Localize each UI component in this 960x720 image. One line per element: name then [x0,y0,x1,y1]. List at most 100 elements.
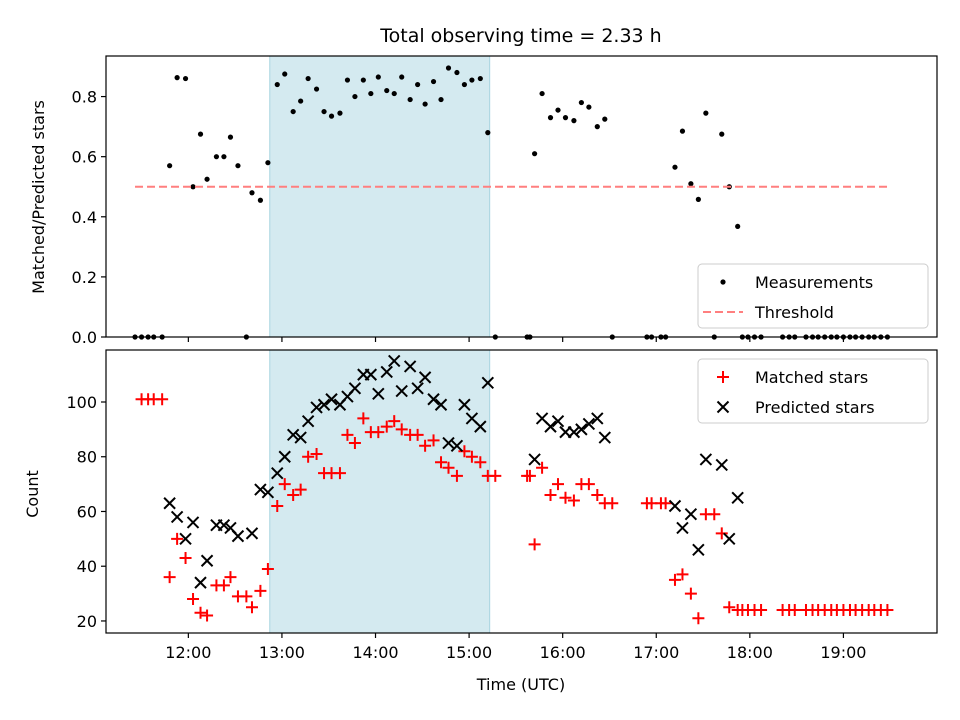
bottom-predicted-stars-point [325,393,338,406]
bottom-predicted-stars-point [591,412,604,425]
top-y-tick-label: 0.0 [72,328,97,347]
bottom-matched-stars-point [302,450,315,463]
bottom-matched-stars-point [217,579,230,592]
bottom-x-tick-label: 14:00 [352,643,398,662]
bottom-matched-stars-point [427,434,440,447]
top-measurements-point [735,223,741,230]
top-measurements-point [703,110,709,116]
bottom-predicted-stars-point [575,423,588,436]
top-measurements-point [249,190,255,196]
bottom-matched-stars-point [411,428,424,441]
bottom-legend-matched-stars-marker [717,371,729,383]
bottom-matched-stars-point [523,469,536,482]
bottom-predicted-stars-point [427,393,440,406]
bottom-matched-stars-point [442,461,455,474]
top-measurements-point [167,163,173,169]
top-measurements-point [221,154,227,160]
top-measurements-point [257,197,264,203]
bottom-matched-stars-point [278,478,291,491]
bottom-predicted-stars-point [684,508,698,521]
top-measurements-point [602,116,608,122]
bottom-axes-frame [105,349,938,634]
bottom-matched-stars-point [465,450,478,463]
top-measurements-point [290,108,296,115]
bottom-matched-stars-point [310,448,323,461]
top-measurements-point [399,74,405,80]
top-measurements-point [679,128,686,134]
bottom-matched-stars-point [179,552,192,565]
top-measurements-point [594,124,600,130]
bottom-matched-stars-point [271,500,284,513]
top-measurements-point [305,75,311,82]
bottom-predicted-stars-point [217,518,231,532]
bottom-matched-stars-point [755,604,768,617]
bottom-matched-stars-point [187,593,200,606]
bottom-matched-stars-point [708,508,721,521]
bottom-matched-stars-point [567,494,580,507]
bottom-predicted-stars-point [458,398,471,411]
bottom-x-tick-label: 18:00 [727,643,773,662]
top-measurements-point [485,130,491,136]
top-measurements-point [477,75,483,82]
bottom-predicted-stars-point [286,428,300,442]
bottom-matched-stars-point [341,428,354,441]
bottom-predicted-stars-point [294,431,307,444]
top-measurements-point [368,90,374,97]
top-measurements-point [235,163,241,169]
bottom-predicted-stars-point [676,521,689,535]
top-measurements-point [204,176,210,182]
bottom-predicted-stars-point [310,401,323,414]
bottom-predicted-stars-point [186,516,200,529]
x-axis-label: Time (UTC) [476,675,565,694]
top-measurements-point [321,108,327,115]
top-measurements-point [454,69,460,76]
bottom-panel: 20 40 60 80 100 12:00 13:00 14:00 15:00 16:00 17:0… [66,349,938,662]
bottom-matched-stars-point [435,456,448,469]
bottom-legend-matched-stars-label: Matched stars [755,368,868,387]
bottom-predicted-stars-point [481,376,495,390]
bottom-matched-stars-point [559,491,572,504]
top-panel: 0.0 0.2 0.4 0.6 0.8 Measurements Threshold [72,55,938,347]
bottom-matched-stars-point [458,445,471,458]
bottom-matched-stars-point [224,571,237,584]
bottom-y-tick-label: 40 [77,557,97,576]
top-measurements-point [719,131,725,137]
top-measurements-point [415,81,421,88]
top-y-axis-label: Matched/Predicted stars [29,100,48,294]
top-measurements-point [352,93,358,100]
top-legend-measurements-label: Measurements [755,273,873,292]
bottom-matched-stars-point [194,606,207,619]
top-measurements-point [407,96,413,103]
bottom-matched-stars-point [254,584,267,597]
bottom-legend-predicted-stars-label: Predicted stars [755,398,875,417]
top-y-tick-label: 0.8 [72,88,97,107]
top-measurements-point [197,131,204,137]
bottom-matched-stars-point [245,601,258,614]
top-measurements-point [562,115,569,121]
top-measurements-point [227,134,234,140]
bottom-observing-span [269,350,490,633]
top-y-tick-label: 0.6 [72,148,97,167]
bottom-predicted-stars-point [582,417,596,431]
bottom-predicted-stars-point [364,368,378,381]
bottom-predicted-stars-point [271,466,284,480]
bottom-predicted-stars-point [699,453,713,466]
top-measurements-point [461,81,468,88]
top-measurements-point [313,86,320,92]
bottom-matched-stars-point [388,415,401,428]
top-measurements-point [469,77,475,83]
bottom-predicted-stars-point [348,382,362,395]
bottom-matched-stars-point [474,456,487,469]
top-measurements-point [265,160,271,166]
bottom-predicted-stars-point [442,436,455,450]
top-measurements-point [182,75,189,82]
bottom-x-tick-label: 19:00 [820,643,866,662]
bottom-predicted-stars-point [254,483,267,496]
bottom-matched-stars-point [606,497,619,510]
bottom-matched-stars-point [357,412,370,425]
bottom-legend-box [697,358,929,424]
bottom-predicted-stars-point [372,387,385,400]
bottom-matched-stars-point [692,612,705,625]
bottom-predicted-stars-point [474,420,487,433]
bottom-x-tick-label: 16:00 [540,643,586,662]
